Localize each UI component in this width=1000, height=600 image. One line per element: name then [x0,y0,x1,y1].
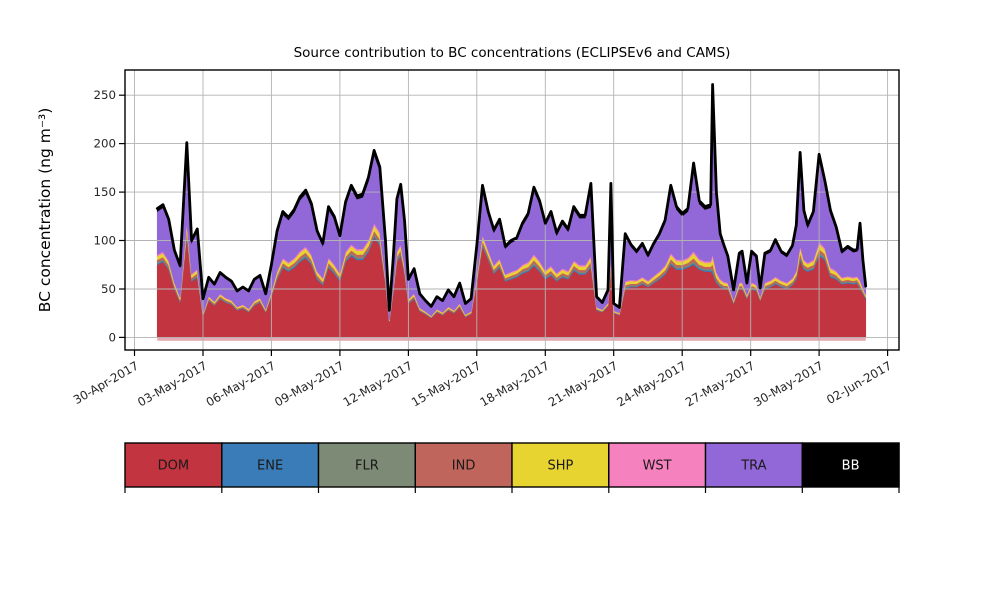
x-tick-label: 30-May-2017 [751,358,825,409]
x-tick-label: 18-May-2017 [477,358,551,409]
legend-label-IND: IND [452,459,476,474]
legend-label-ENE: ENE [257,459,283,474]
legend-label-SHP: SHP [547,459,573,474]
x-tick-label: 06-May-2017 [204,358,278,409]
y-tick-label: 50 [101,282,116,296]
legend-label-WST: WST [643,459,672,474]
total-bc-line [155,83,868,312]
y-tick-label: 250 [93,88,116,102]
axis-ticks [119,94,889,356]
legend-swatch-DOM [124,442,223,488]
x-tick-labels: 30-Apr-201703-May-201706-May-201709-May-… [71,358,894,409]
y-tick-label: 0 [108,330,116,344]
legend-swatch-BB [801,442,900,488]
y-tick-label: 150 [93,185,116,199]
plot-border [124,69,900,351]
legend-label-DOM: DOM [158,459,189,474]
legend: DOM ENE FLR IND SHP WST TRA BB [124,442,900,493]
x-tick-label: 30-Apr-2017 [71,358,141,407]
total-line-group [155,83,868,312]
legend-label-BB: BB [842,459,860,474]
x-tick-label: 24-May-2017 [614,358,688,409]
baseline-strip [157,338,866,341]
x-tick-label: 12-May-2017 [341,358,415,409]
legend-swatch-FLR [317,442,417,488]
legend-swatch-WST [608,442,707,488]
legend-swatch-SHP [511,442,610,488]
x-tick-label: 02-Jun-2017 [824,358,894,406]
x-tick-label: 21-May-2017 [546,358,620,409]
stacked-areas [156,84,867,341]
chart-title: Source contribution to BC concentrations… [294,45,731,61]
legend-label-TRA: TRA [740,459,766,474]
y-tick-label: 100 [93,234,116,248]
x-tick-label: 15-May-2017 [409,358,483,409]
x-tick-label: 03-May-2017 [135,358,209,409]
x-tick-label: 27-May-2017 [683,358,757,409]
y-axis-label: BC concentration (ng m⁻³) [36,108,54,313]
legend-label-FLR: FLR [355,459,379,474]
x-tick-label: 09-May-2017 [272,358,346,409]
y-tick-label: 200 [93,137,116,151]
legend-swatch-TRA [704,442,804,488]
y-tick-labels: 0 50 100 150 200 250 [93,88,116,344]
